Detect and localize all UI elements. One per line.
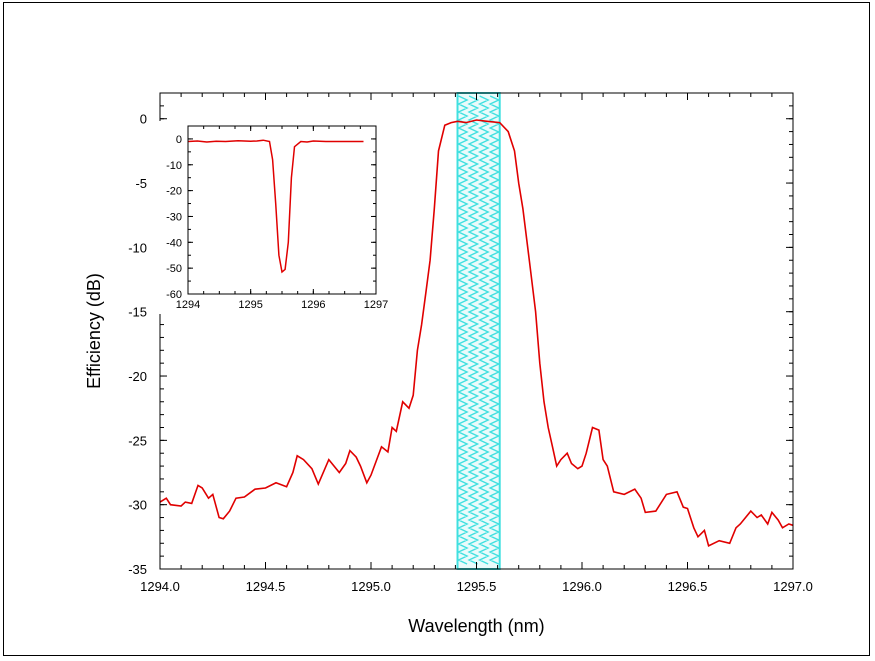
y-tick-label: -30 (128, 498, 147, 513)
inset-background (158, 121, 391, 314)
x-axis-title: Wavelength (nm) (408, 616, 544, 636)
x-tick-label: 1295.5 (457, 579, 497, 594)
x-tick-label: 1297.0 (773, 579, 813, 594)
inset-ticks-layer: 1294 1295 1296 1297 0 -10 -20 -30 -40 -50 -60 (166, 125, 388, 311)
y-tick-label: -10 (128, 240, 147, 255)
y-tick-label: -20 (128, 369, 147, 384)
y-tick-label: -25 (128, 433, 147, 448)
inset-x-tick-label: 1297 (364, 299, 388, 311)
inset-y-tick-label: -40 (166, 237, 182, 249)
inset-series-layer (187, 139, 364, 274)
inset-x-tick-label: 1294 (176, 299, 200, 311)
figure-frame (3, 2, 870, 656)
inset-x-tick-label: 1295 (238, 299, 262, 311)
inset-y-tick-label: -10 (166, 160, 182, 172)
inset-series-line (187, 139, 364, 274)
efficiency-series-line (159, 119, 794, 547)
y-tick-label: -35 (128, 562, 147, 577)
y-axis-title: Efficiency (dB) (84, 273, 104, 389)
band-hatch (488, 95, 501, 565)
inset-y-tick-label: -50 (166, 263, 182, 275)
inset-y-tick-label: 0 (176, 134, 182, 146)
main-series-layer (159, 119, 794, 547)
band-hatch (477, 95, 490, 565)
x-tick-label: 1294.5 (246, 579, 286, 594)
band-hatch (467, 95, 480, 565)
inset-y-tick-label: -60 (166, 289, 182, 301)
inset-y-tick-label: -30 (166, 211, 182, 223)
highlight-band-layer (456, 92, 501, 570)
y-tick-label: -5 (135, 176, 147, 191)
inset-y-tick-label: -20 (166, 186, 182, 198)
inset-x-tick-label: 1296 (301, 299, 325, 311)
y-tick-label: 0 (140, 112, 147, 127)
x-tick-label: 1296.0 (562, 579, 602, 594)
x-tick-label: 1296.5 (668, 579, 708, 594)
x-tick-label: 1294.0 (140, 579, 180, 594)
x-tick-label: 1295.0 (351, 579, 391, 594)
y-tick-label: -15 (128, 305, 147, 320)
band-hatch (456, 95, 469, 565)
